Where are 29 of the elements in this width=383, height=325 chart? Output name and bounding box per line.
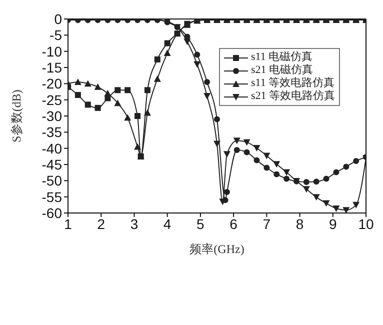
legend-label: s11 电磁仿真	[250, 51, 313, 64]
y-tick-label: -25	[42, 92, 62, 108]
y-tick-label: -15	[42, 59, 62, 76]
x-tick-label: 1	[64, 216, 72, 232]
legend-label: s11 等效电路仿真	[250, 77, 335, 90]
y-tick-label: -20	[42, 76, 62, 92]
x-tick-label: 4	[163, 216, 172, 232]
x-tick-label: 6	[230, 216, 238, 232]
x-axis-title: 频率(GHz)	[190, 242, 244, 256]
x-tick-label: 2	[97, 216, 106, 232]
x-tick-label: 5	[196, 216, 205, 232]
x-tick-label: 7	[262, 216, 271, 232]
legend-label: s21 等效电路仿真	[250, 90, 335, 103]
y-tick-label: -55	[42, 188, 62, 205]
x-tick-label: 8	[296, 216, 304, 232]
y-tick-label: -60	[42, 204, 62, 221]
y-tick-label: -10	[42, 43, 62, 60]
y-tick-label: -30	[42, 108, 62, 124]
y-axis-title: S参数(dB)	[9, 90, 24, 142]
x-tick-label: 3	[130, 216, 138, 232]
y-tick-label: 0	[54, 10, 62, 27]
legend-label: s21 电磁仿真	[250, 64, 313, 77]
y-tick-label: -35	[42, 124, 62, 140]
y-tick-label: -5	[50, 27, 62, 44]
y-tick-label: -50	[42, 172, 62, 189]
x-tick-label: 9	[328, 216, 337, 232]
y-tick-label: -40	[42, 140, 62, 156]
x-tick-label: 10	[358, 216, 374, 232]
y-tick-label: -45	[42, 156, 62, 172]
